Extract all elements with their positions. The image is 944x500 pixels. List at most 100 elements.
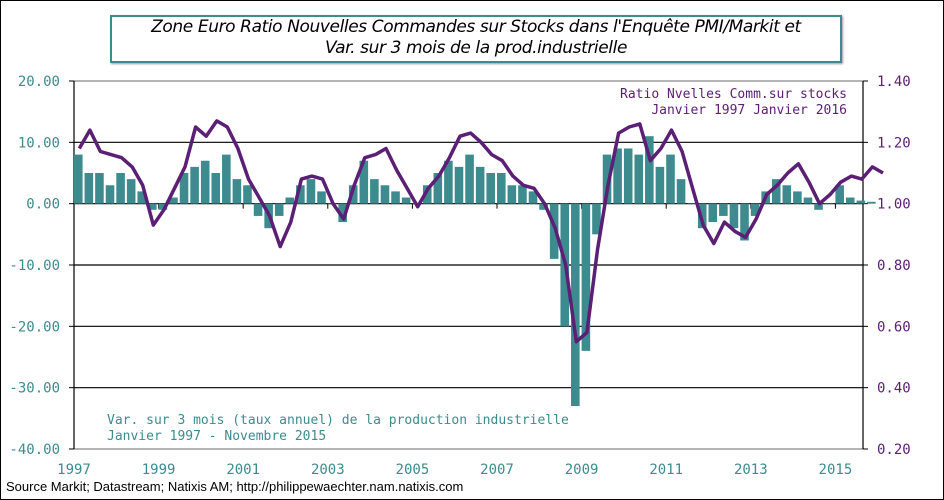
line-label-1: Ratio Nvelles Comm.sur stocks <box>620 87 847 102</box>
bar <box>243 185 252 204</box>
right-tick-label: 0.60 <box>877 319 911 335</box>
bar <box>274 203 284 216</box>
bar <box>602 154 612 204</box>
left-tick-label: -30.00 <box>9 381 60 397</box>
bar <box>401 197 411 204</box>
bar <box>803 197 813 204</box>
bar <box>793 191 802 204</box>
bar <box>824 203 834 205</box>
line-label-2: Janvier 1997 Janvier 2016 <box>651 103 847 118</box>
bar <box>158 203 168 210</box>
title-line-1: Zone Euro Ratio Nouvelles Commandes sur … <box>151 17 801 37</box>
title-line-2: Var. sur 3 mois de la prod.industrielle <box>324 38 628 58</box>
bar <box>719 203 728 216</box>
bar <box>571 203 580 407</box>
bar <box>179 173 189 204</box>
bar-label-1: Var. sur 3 mois (taux annuel) de la prod… <box>107 413 569 428</box>
bar-label-2: Janvier 1997 - Novembre 2015 <box>107 429 327 444</box>
bar <box>370 179 379 204</box>
bar <box>190 166 199 204</box>
x-tick-label: 2015 <box>819 462 853 478</box>
left-tick-label: -20.00 <box>9 319 60 335</box>
bar <box>539 203 548 210</box>
bar <box>518 185 527 204</box>
x-tick-label: 2007 <box>480 462 514 478</box>
x-tick-label: 1997 <box>57 462 91 478</box>
bar <box>95 173 104 204</box>
left-tick-label: 10.00 <box>18 135 60 151</box>
bar <box>116 173 125 204</box>
bar <box>475 166 485 204</box>
bar <box>645 136 654 204</box>
bar <box>380 185 390 204</box>
right-tick-label: 1.20 <box>877 135 911 151</box>
bar-series-label: Var. sur 3 mois (taux annuel) de la prod… <box>107 413 569 445</box>
x-tick-label: 2005 <box>396 462 430 478</box>
bar <box>613 148 622 204</box>
bar <box>391 191 400 204</box>
right-tick-label: 0.40 <box>877 381 911 397</box>
right-tick-label: 1.00 <box>877 197 911 213</box>
bar <box>348 185 358 204</box>
bar <box>306 179 316 204</box>
bar <box>528 191 538 204</box>
bar <box>655 166 665 204</box>
bar <box>169 197 178 204</box>
left-tick-label: -10.00 <box>9 258 60 274</box>
bar <box>708 203 718 223</box>
bar <box>729 203 739 229</box>
left-tick-label: -40.00 <box>9 442 60 458</box>
x-tick-label: 1999 <box>142 462 176 478</box>
left-tick-label: 20.00 <box>18 74 60 90</box>
x-tick-label: 2013 <box>734 462 768 478</box>
bar <box>126 179 136 204</box>
bar <box>105 185 115 204</box>
bar <box>444 160 453 204</box>
chart-title: Zone Euro Ratio Nouvelles Commandes sur … <box>110 15 842 63</box>
bar <box>232 179 242 204</box>
bar <box>856 200 866 204</box>
bar <box>592 203 601 235</box>
bar <box>222 154 231 204</box>
bar <box>623 148 633 204</box>
bar <box>465 154 474 204</box>
bar <box>338 203 347 223</box>
bar <box>687 203 696 205</box>
bar <box>845 197 855 204</box>
bar <box>137 191 147 204</box>
bar <box>549 203 559 259</box>
bar <box>84 173 94 204</box>
bar <box>296 185 305 204</box>
right-tick-label: 0.20 <box>877 442 911 458</box>
bar <box>486 173 495 204</box>
bar <box>771 179 781 204</box>
x-tick-label: 2003 <box>311 462 345 478</box>
line-series-label: Ratio Nvelles Comm.sur stocks Janvier 19… <box>620 87 847 119</box>
right-tick-label: 0.80 <box>877 258 911 274</box>
right-tick-label: 1.40 <box>877 74 911 90</box>
bar <box>835 185 844 204</box>
bar <box>740 203 749 241</box>
bar <box>317 191 326 204</box>
bar <box>433 173 443 204</box>
x-tick-label: 2001 <box>226 462 260 478</box>
source-note: Source Markit; Datastream; Natixis AM; h… <box>6 479 464 494</box>
bar <box>200 160 210 204</box>
bar <box>750 203 760 216</box>
bar <box>454 166 464 204</box>
bar <box>285 197 295 204</box>
bar <box>253 203 263 216</box>
left-tick-label: 0.00 <box>26 197 60 213</box>
bar <box>497 173 506 204</box>
bar <box>581 203 591 351</box>
bar <box>782 185 792 204</box>
bar <box>422 185 432 204</box>
bar <box>211 173 221 204</box>
bar <box>507 185 517 204</box>
x-tick-label: 2009 <box>565 462 599 478</box>
bar <box>359 160 369 204</box>
bar <box>676 179 686 204</box>
bar <box>867 201 876 204</box>
